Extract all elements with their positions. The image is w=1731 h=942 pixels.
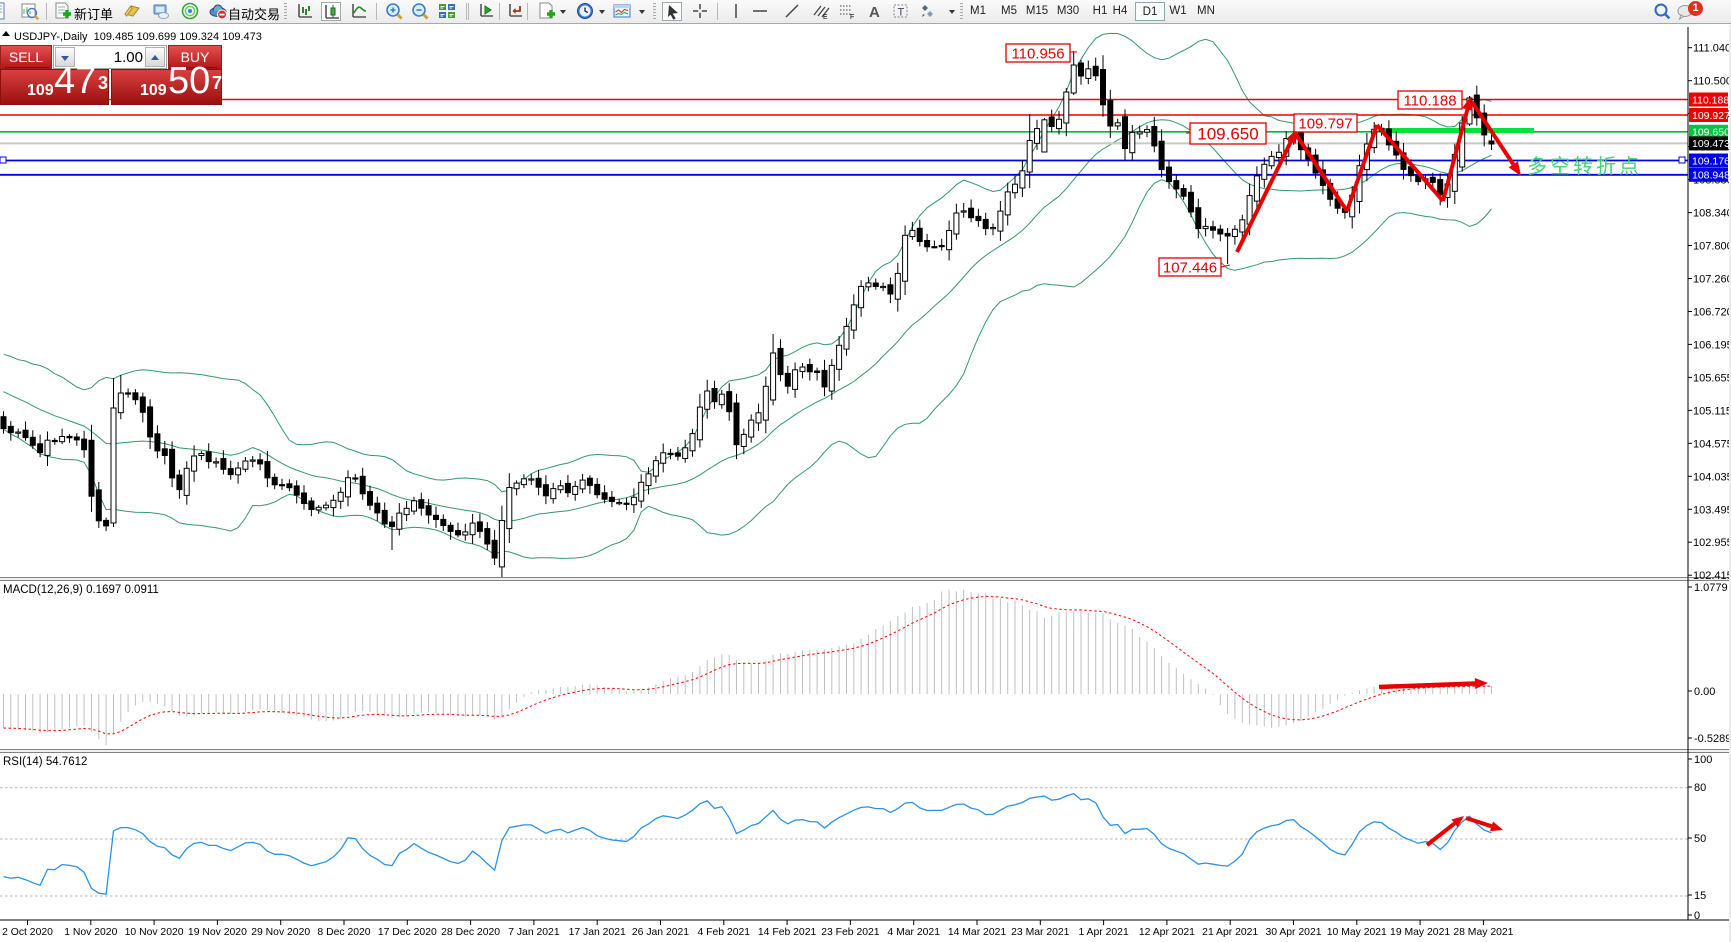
svg-text:A: A <box>869 4 880 20</box>
svg-text:1 Nov 2020: 1 Nov 2020 <box>64 927 117 938</box>
svg-text:100: 100 <box>1694 754 1712 766</box>
svg-text:0: 0 <box>1694 910 1700 922</box>
svg-text:28 Dec 2020: 28 Dec 2020 <box>441 927 500 938</box>
svg-text:2 Oct 2020: 2 Oct 2020 <box>2 927 53 938</box>
svg-text:109.473: 109.473 <box>1692 138 1730 150</box>
svg-text:1 Apr 2021: 1 Apr 2021 <box>1078 927 1128 938</box>
svg-text:106.195: 106.195 <box>1693 339 1731 351</box>
svg-text:23 Feb 2021: 23 Feb 2021 <box>821 927 880 938</box>
svg-text:104.035: 104.035 <box>1693 471 1731 483</box>
svg-text:4 Feb 2021: 4 Feb 2021 <box>698 927 751 938</box>
svg-text:28 May 2021: 28 May 2021 <box>1453 927 1513 938</box>
svg-text:8 Dec 2020: 8 Dec 2020 <box>317 927 370 938</box>
svg-text:103.495: 103.495 <box>1693 504 1731 516</box>
svg-text:19 May 2021: 19 May 2021 <box>1390 927 1450 938</box>
svg-text:1.0779: 1.0779 <box>1694 582 1728 594</box>
svg-text:MACD(12,26,9) 0.1697 0.0911: MACD(12,26,9) 0.1697 0.0911 <box>3 584 159 596</box>
svg-text:14 Feb 2021: 14 Feb 2021 <box>758 927 817 938</box>
svg-text:T: T <box>898 7 905 19</box>
svg-text:0.00: 0.00 <box>1694 686 1715 698</box>
svg-text:105.655: 105.655 <box>1693 372 1731 384</box>
svg-text:26 Jan 2021: 26 Jan 2021 <box>632 927 689 938</box>
svg-text:14 Mar 2021: 14 Mar 2021 <box>948 927 1007 938</box>
svg-text:USDJPY-,Daily 109.485 109.699: USDJPY-,Daily 109.485 109.699 109.324 10… <box>14 31 262 43</box>
svg-text:107.800: 107.800 <box>1693 241 1731 253</box>
svg-text:E: E <box>823 14 828 20</box>
svg-text:-0.5289: -0.5289 <box>1694 733 1731 745</box>
svg-text:109.650: 109.650 <box>1692 127 1730 139</box>
svg-text:17 Dec 2020: 17 Dec 2020 <box>378 927 437 938</box>
svg-text:104.575: 104.575 <box>1693 438 1731 450</box>
svg-text:21 Apr 2021: 21 Apr 2021 <box>1202 927 1258 938</box>
svg-text:29 Nov 2020: 29 Nov 2020 <box>251 927 310 938</box>
svg-text:7 Jan 2021: 7 Jan 2021 <box>508 927 560 938</box>
svg-text:F: F <box>850 14 854 20</box>
svg-text:109.927: 109.927 <box>1692 110 1730 122</box>
svg-text:108.948: 108.948 <box>1692 170 1730 182</box>
svg-text:111.040: 111.040 <box>1693 43 1731 55</box>
svg-text:110.188: 110.188 <box>1692 94 1729 106</box>
svg-text:102.955: 102.955 <box>1693 537 1731 549</box>
svg-text:50: 50 <box>1694 833 1706 845</box>
svg-text:109.176: 109.176 <box>1692 155 1730 167</box>
svg-text:105.115: 105.115 <box>1693 405 1731 417</box>
svg-text:102.415: 102.415 <box>1693 570 1731 582</box>
svg-text:109.797: 109.797 <box>1298 115 1352 132</box>
svg-text:15: 15 <box>1694 890 1706 902</box>
svg-text:80: 80 <box>1694 782 1706 794</box>
svg-text:23 Mar 2021: 23 Mar 2021 <box>1011 927 1070 938</box>
svg-text:108.340: 108.340 <box>1693 208 1731 220</box>
svg-text:10 May 2021: 10 May 2021 <box>1327 927 1387 938</box>
svg-text:110.956: 110.956 <box>1011 45 1064 62</box>
svg-text:12 Apr 2021: 12 Apr 2021 <box>1139 927 1195 938</box>
svg-text:110.500: 110.500 <box>1693 76 1731 88</box>
svg-text:17 Jan 2021: 17 Jan 2021 <box>569 927 626 938</box>
svg-text:RSI(14) 54.7612: RSI(14) 54.7612 <box>3 756 87 768</box>
svg-text:10 Nov 2020: 10 Nov 2020 <box>125 927 184 938</box>
svg-text:多空转折点: 多空转折点 <box>1527 155 1642 178</box>
svg-text:109.650: 109.650 <box>1197 125 1258 144</box>
svg-text:19 Nov 2020: 19 Nov 2020 <box>188 927 247 938</box>
svg-text:30 Apr 2021: 30 Apr 2021 <box>1265 927 1321 938</box>
svg-text:106.720: 106.720 <box>1693 307 1731 319</box>
svg-text:110.188: 110.188 <box>1403 92 1456 109</box>
svg-text:4 Mar 2021: 4 Mar 2021 <box>887 927 940 938</box>
svg-text:107.260: 107.260 <box>1693 274 1731 286</box>
svg-text:107.446: 107.446 <box>1163 259 1217 276</box>
